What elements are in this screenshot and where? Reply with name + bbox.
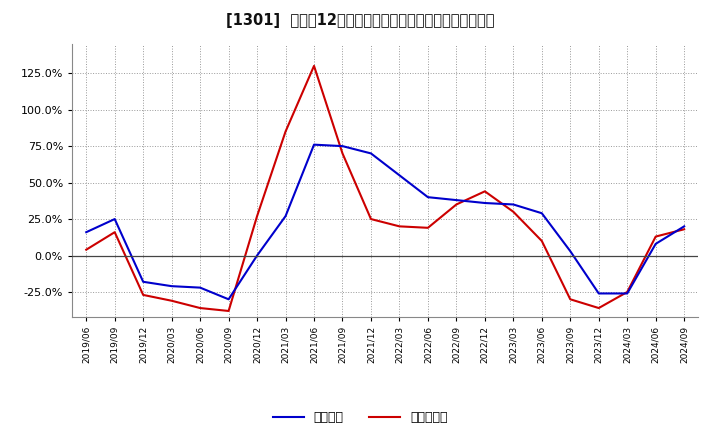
経常利益: [480, 200, 489, 205]
当期純利益: [82, 247, 91, 252]
経常利益: [253, 253, 261, 258]
当期純利益: [282, 129, 290, 134]
経常利益: [282, 213, 290, 219]
経常利益: [566, 249, 575, 254]
経常利益: [680, 224, 688, 229]
当期純利益: [338, 151, 347, 156]
経常利益: [310, 142, 318, 147]
経常利益: [366, 151, 375, 156]
Legend: 経常利益, 当期純利益: 経常利益, 当期純利益: [268, 407, 452, 429]
経常利益: [196, 285, 204, 290]
当期純利益: [537, 238, 546, 244]
当期純利益: [595, 305, 603, 311]
経常利益: [139, 279, 148, 284]
経常利益: [82, 230, 91, 235]
Line: 当期純利益: 当期純利益: [86, 66, 684, 311]
経常利益: [509, 202, 518, 207]
Line: 経常利益: 経常利益: [86, 145, 684, 299]
経常利益: [225, 297, 233, 302]
当期純利益: [310, 63, 318, 69]
経常利益: [167, 283, 176, 289]
当期純利益: [566, 297, 575, 302]
当期純利益: [652, 234, 660, 239]
Text: [1301]  利益だ12か月移動合計の対前年同期増減率の推移: [1301] 利益だ12か月移動合計の対前年同期増減率の推移: [226, 13, 494, 28]
当期純利益: [395, 224, 404, 229]
経常利益: [623, 291, 631, 296]
当期純利益: [423, 225, 432, 231]
当期純利益: [139, 292, 148, 297]
経常利益: [652, 241, 660, 246]
経常利益: [338, 143, 347, 149]
当期純利益: [196, 305, 204, 311]
経常利益: [595, 291, 603, 296]
当期純利益: [253, 213, 261, 219]
経常利益: [423, 194, 432, 200]
経常利益: [452, 198, 461, 203]
当期純利益: [480, 189, 489, 194]
当期純利益: [680, 227, 688, 232]
経常利益: [537, 211, 546, 216]
当期純利益: [167, 298, 176, 304]
経常利益: [110, 216, 119, 222]
当期純利益: [452, 202, 461, 207]
当期純利益: [509, 209, 518, 214]
当期純利益: [623, 290, 631, 295]
当期純利益: [366, 216, 375, 222]
当期純利益: [225, 308, 233, 314]
経常利益: [395, 172, 404, 178]
当期純利益: [110, 230, 119, 235]
